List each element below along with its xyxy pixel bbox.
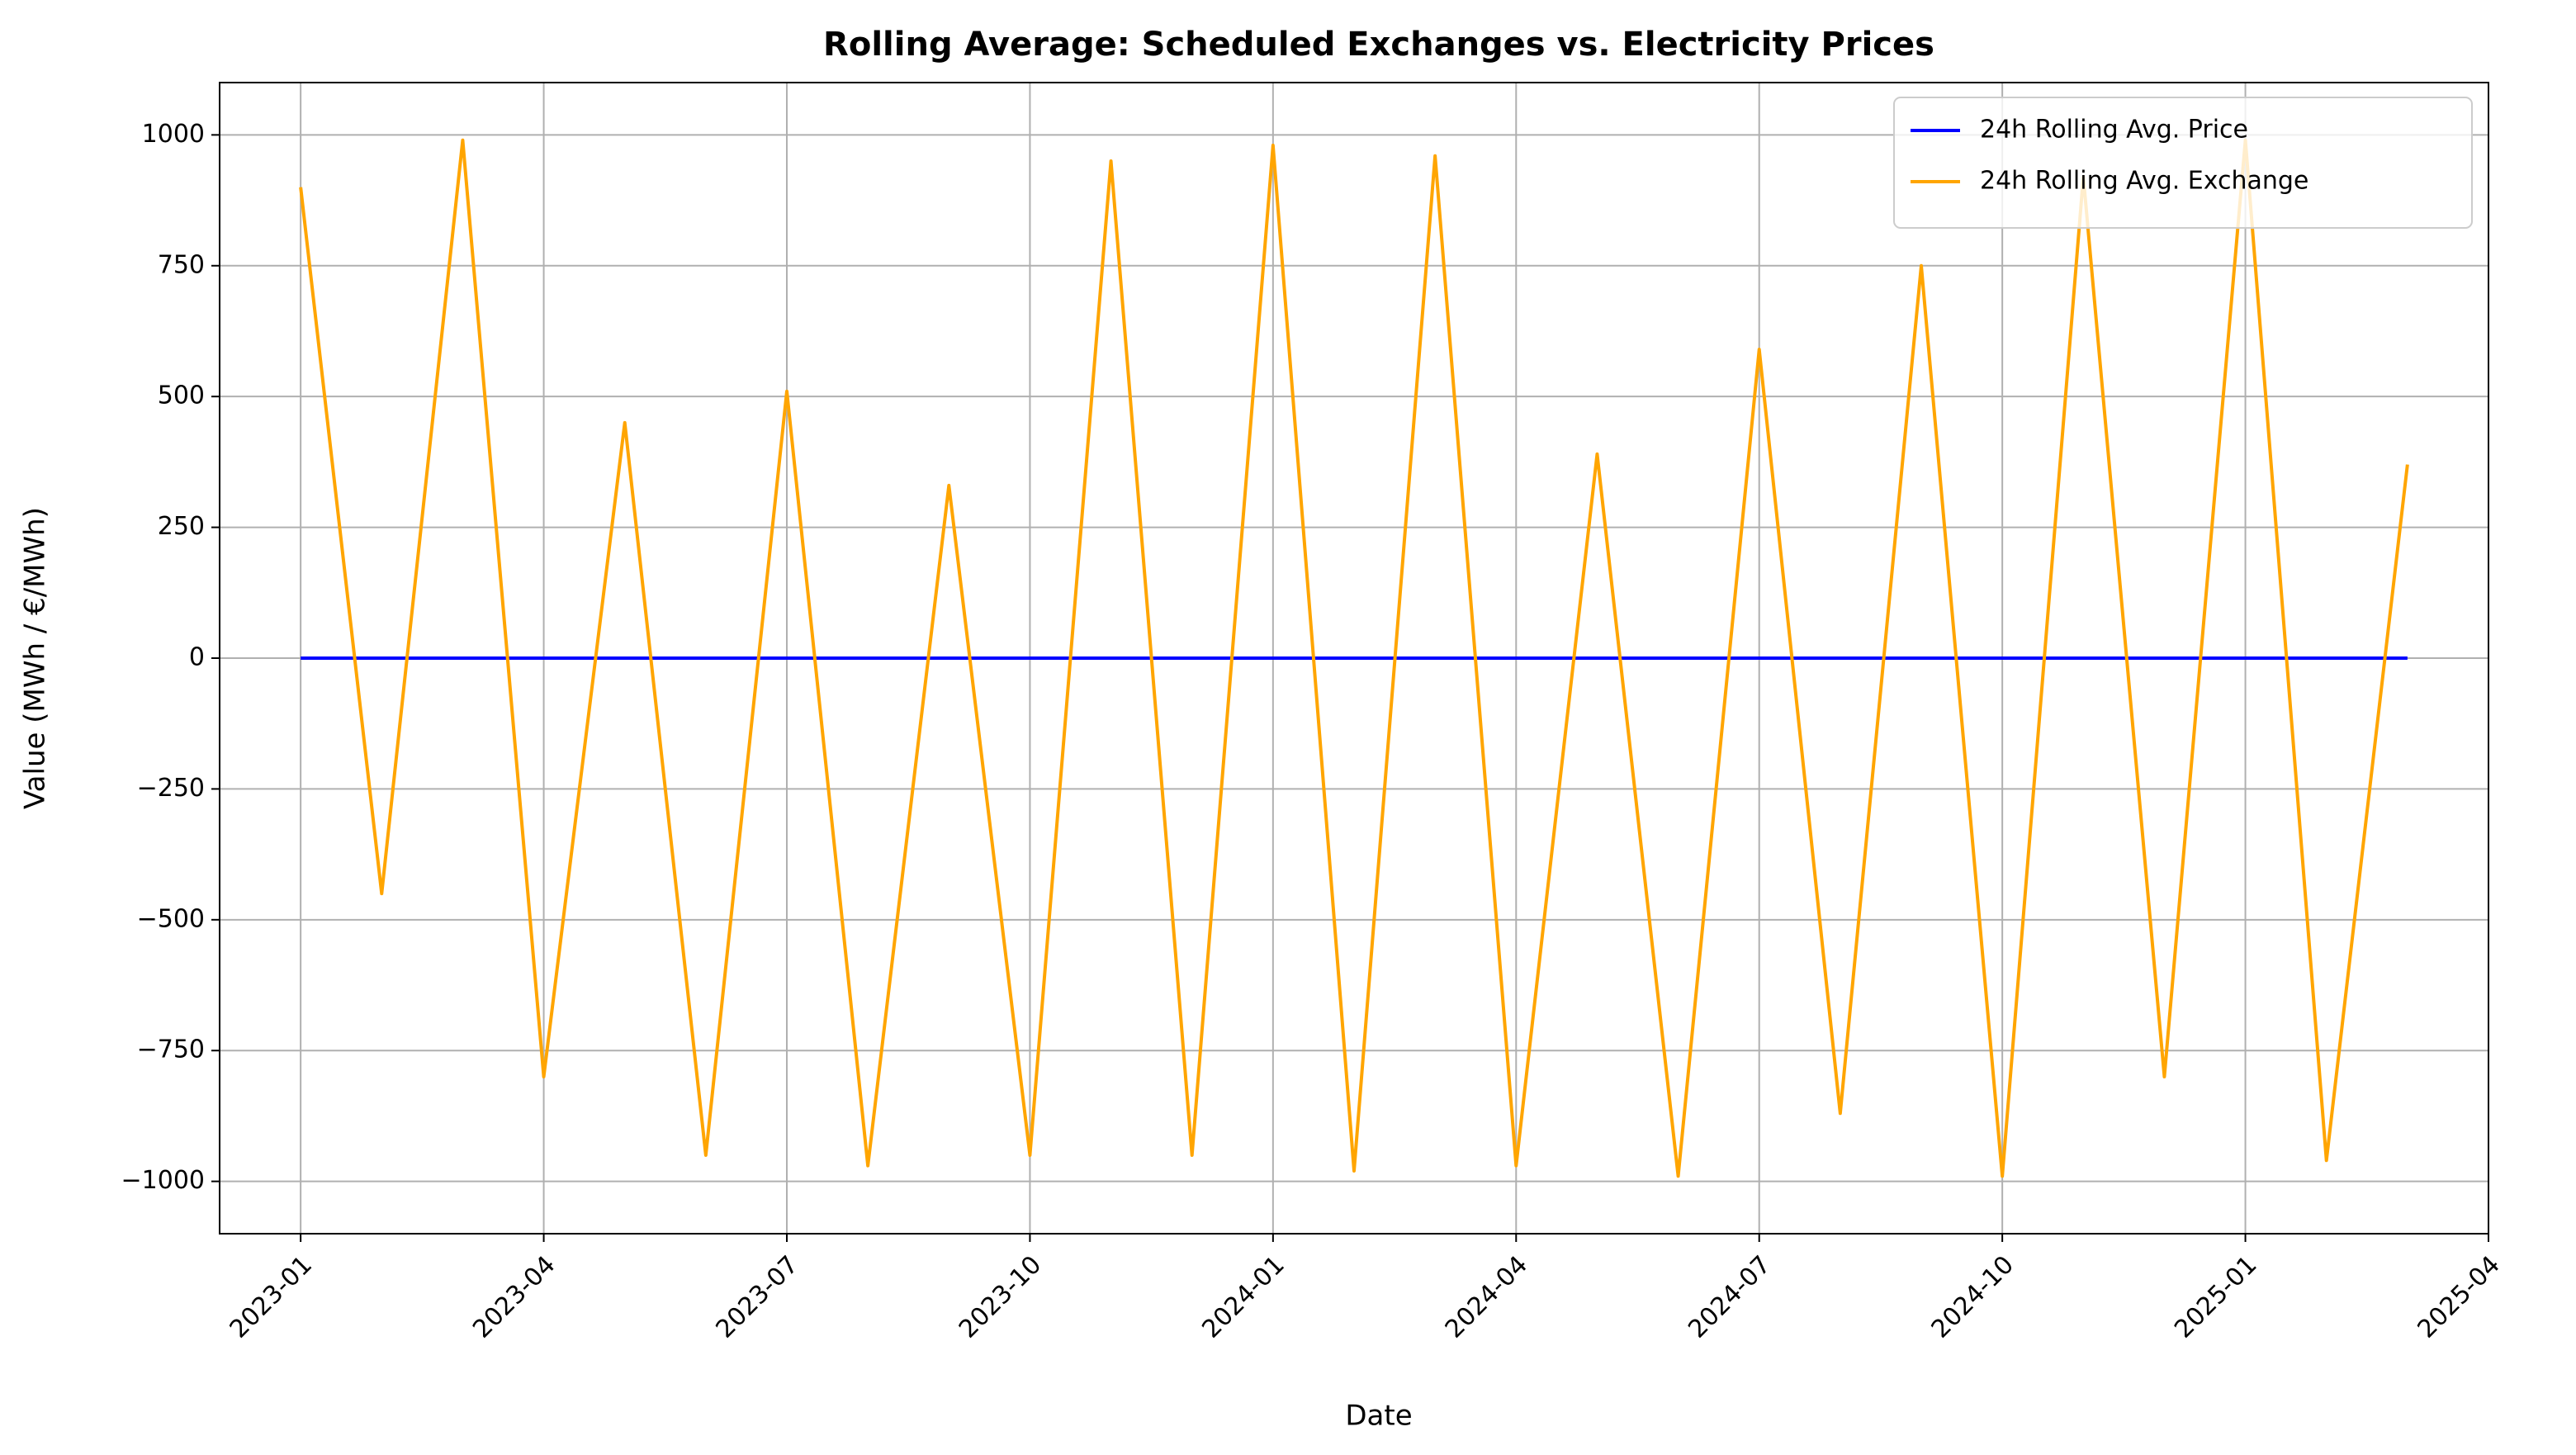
- y-tick-label: −750: [137, 1036, 205, 1064]
- y-tick-label: 1000: [142, 120, 205, 149]
- x-axis-label: Date: [1345, 1400, 1412, 1433]
- legend-box: [1893, 97, 2473, 229]
- chart-title: Rolling Average: Scheduled Exchanges vs.…: [823, 26, 1934, 64]
- y-tick-label: 750: [158, 250, 205, 279]
- legend-label: 24h Rolling Avg. Exchange: [1980, 167, 2308, 196]
- y-tick-label: 0: [189, 643, 205, 672]
- y-axis-label: Value (MWh / €/MWh): [19, 507, 52, 809]
- plot-frame: [219, 82, 2489, 1235]
- y-tick-label: −1000: [121, 1166, 205, 1195]
- y-tick-label: −250: [137, 774, 205, 803]
- y-tick-label: 250: [158, 512, 205, 541]
- line-series: [299, 138, 2409, 1178]
- legend-label: 24h Rolling Avg. Price: [1980, 116, 2248, 145]
- y-tick-label: −500: [137, 904, 205, 933]
- y-tick-label: 500: [158, 382, 205, 410]
